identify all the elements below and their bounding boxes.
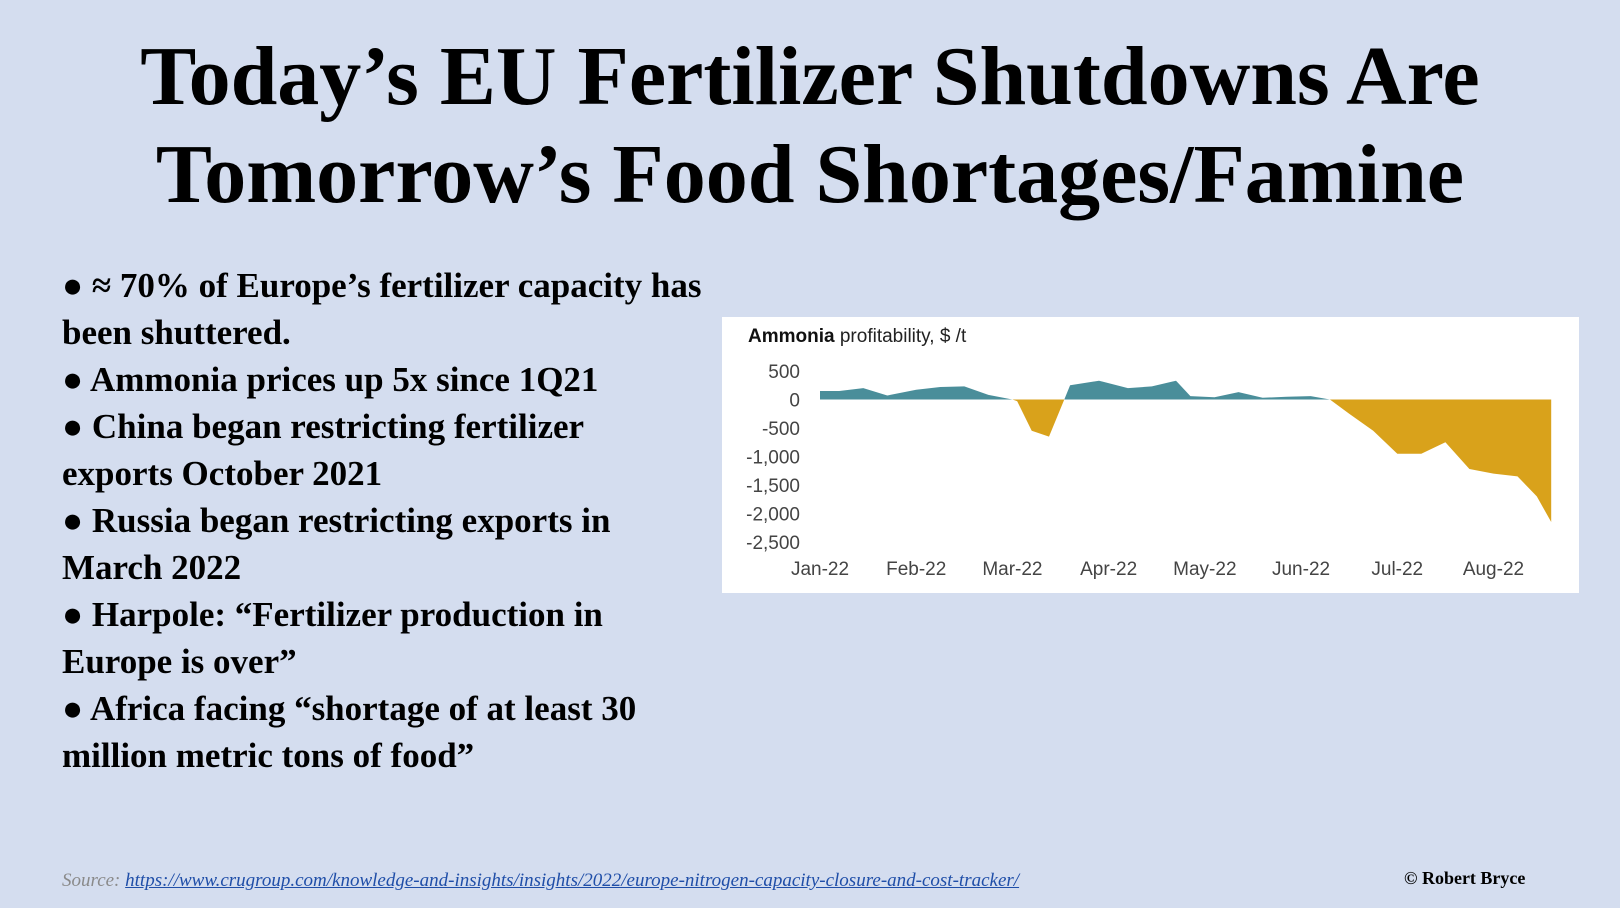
copyright-notice: © Robert Bryce bbox=[1404, 868, 1526, 888]
bullet-list: ● ≈ 70% of Europe’s fertilizer capacity … bbox=[62, 262, 702, 779]
y-tick-label: -500 bbox=[762, 419, 800, 440]
y-tick-label: -2,500 bbox=[746, 533, 800, 554]
x-tick-label: Jun-22 bbox=[1272, 559, 1330, 580]
y-tick-label: -2,000 bbox=[746, 505, 800, 526]
title-line-1: Today’s EU Fertilizer Shutdowns Are bbox=[140, 30, 1480, 123]
x-tick-label: Jul-22 bbox=[1371, 559, 1423, 580]
x-tick-label: Feb-22 bbox=[886, 559, 946, 580]
bullet-item: ● Ammonia prices up 5x since 1Q21 bbox=[62, 360, 599, 399]
chart-title-bold: Ammonia bbox=[748, 326, 835, 347]
source-citation: Source: https://www.crugroup.com/knowled… bbox=[62, 870, 1019, 892]
bullet-item: ● Harpole: “Fertilizer production in Eur… bbox=[62, 595, 603, 681]
x-tick-label: Jan-22 bbox=[791, 559, 849, 580]
chart-plot-area: 500 0 -500 -1,000 -1,500 -2,000 -2,500 Jan-22 Fe… bbox=[746, 362, 1552, 580]
bullet-item: ● ≈ 70% of Europe’s fertilizer capacity … bbox=[62, 266, 702, 352]
y-tick-label: 0 bbox=[789, 391, 800, 412]
chart-title: Ammonia profitability, $ /t bbox=[748, 326, 966, 348]
bullet-item: ● China began restricting fertilizer exp… bbox=[62, 407, 584, 493]
source-link[interactable]: https://www.crugroup.com/knowledge-and-i… bbox=[125, 870, 1020, 891]
ammonia-profitability-chart: Ammonia profitability, $ /t 500 0 -500 -1,0… bbox=[722, 317, 1579, 593]
x-tick-label: May-22 bbox=[1173, 559, 1236, 580]
positive-profit-area bbox=[820, 380, 1552, 400]
chart-title-rest: profitability, $ /t bbox=[834, 326, 967, 347]
source-label: Source: bbox=[62, 870, 121, 891]
title-line-2: Tomorrow’s Food Shortages/Famine bbox=[155, 128, 1465, 221]
y-tick-label: -1,000 bbox=[746, 448, 800, 469]
bullet-item: ● Africa facing “shortage of at least 30… bbox=[62, 689, 637, 775]
x-tick-label: Mar-22 bbox=[982, 559, 1042, 580]
bullet-item: ● Russia began restricting exports in Ma… bbox=[62, 501, 611, 587]
y-tick-label: 500 bbox=[768, 362, 800, 383]
x-tick-label: Aug-22 bbox=[1463, 559, 1524, 580]
x-tick-label: Apr-22 bbox=[1080, 559, 1137, 580]
y-tick-label: -1,500 bbox=[746, 476, 800, 497]
negative-profit-area bbox=[820, 399, 1552, 522]
slide-title: Today’s EU Fertilizer Shutdowns Are Tomo… bbox=[0, 28, 1620, 224]
